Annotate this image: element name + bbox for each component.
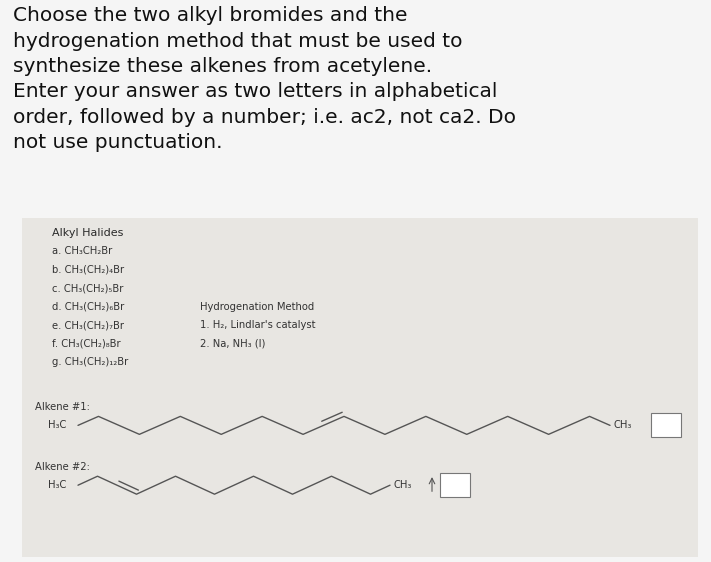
Text: CH₃: CH₃ <box>393 480 412 490</box>
Text: d. CH₃(CH₂)₆Br: d. CH₃(CH₂)₆Br <box>52 302 124 312</box>
Text: 2. Na, NH₃ (l): 2. Na, NH₃ (l) <box>200 338 265 348</box>
Text: f. CH₃(CH₂)₈Br: f. CH₃(CH₂)₈Br <box>52 338 121 348</box>
Text: Choose the two alkyl bromides and the
hydrogenation method that must be used to
: Choose the two alkyl bromides and the hy… <box>13 6 515 152</box>
Text: Alkyl Halides: Alkyl Halides <box>52 228 124 238</box>
Text: Alkene #1:: Alkene #1: <box>35 402 90 413</box>
Text: a. CH₃CH₂Br: a. CH₃CH₂Br <box>52 246 112 256</box>
Text: 1. H₂, Lindlar's catalyst: 1. H₂, Lindlar's catalyst <box>200 320 316 330</box>
Bar <box>651 414 681 437</box>
Text: H₃C: H₃C <box>48 420 66 430</box>
Text: g. CH₃(CH₂)₁₂Br: g. CH₃(CH₂)₁₂Br <box>52 357 128 367</box>
Text: Hydrogenation Method: Hydrogenation Method <box>200 302 314 312</box>
Bar <box>440 473 470 497</box>
Text: c. CH₃(CH₂)₅Br: c. CH₃(CH₂)₅Br <box>52 283 124 293</box>
Text: Alkene #2:: Alkene #2: <box>35 463 90 472</box>
Text: b. CH₃(CH₂)₄Br: b. CH₃(CH₂)₄Br <box>52 265 124 275</box>
Text: e. CH₃(CH₂)₇Br: e. CH₃(CH₂)₇Br <box>52 320 124 330</box>
Text: H₃C: H₃C <box>48 480 66 490</box>
Text: CH₃: CH₃ <box>613 420 631 430</box>
